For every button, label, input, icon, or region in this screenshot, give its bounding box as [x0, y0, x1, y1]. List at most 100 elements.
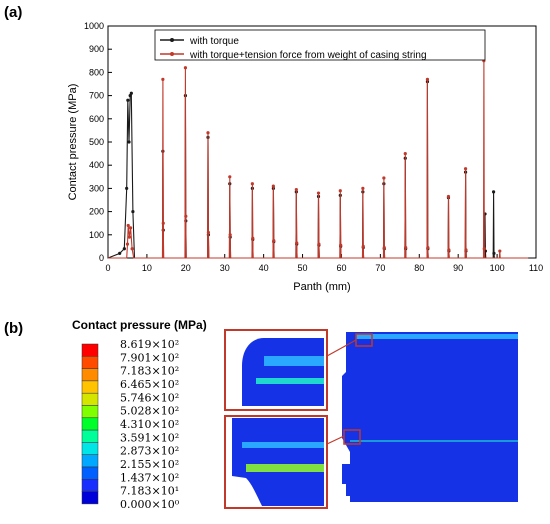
colorbar-swatch: [81, 368, 99, 382]
data-point: [131, 210, 135, 214]
x-tick-label: 90: [453, 263, 463, 273]
colorbar-level-label: 5.746×10²: [120, 391, 179, 404]
data-point: [492, 251, 496, 255]
colorbar-swatch: [81, 442, 99, 455]
data-point: [125, 242, 130, 246]
contact-pressure-chart: 0 10 20 30 40 50 60 70 80 90 100 110 0 100 200 300 400 50…: [67, 21, 543, 293]
data-point: [183, 66, 188, 70]
legend-swatch-marker: [170, 52, 174, 56]
colorbar-level-label: 2.155×10²: [120, 458, 179, 471]
chart-axes: 0 10 20 30 40 50 60 70 80 90 100 110 0 100 200 300 400 50…: [67, 21, 543, 293]
data-point: [127, 235, 131, 239]
colorbar-level-label: 4.310×10²: [120, 418, 179, 431]
data-point: [294, 187, 298, 192]
colorbar-level-label: 7.901×10²: [120, 351, 179, 364]
data-point: [295, 241, 299, 245]
data-point: [184, 214, 188, 218]
data-point: [361, 244, 365, 248]
data-point: [250, 182, 254, 186]
y-tick-label: 300: [89, 183, 104, 193]
data-point: [339, 243, 343, 247]
fea-callout-lower: [343, 429, 361, 445]
contour-colorbar: 8.619×10²7.901×10²7.183×10²6.465×10²5.74…: [81, 338, 180, 511]
fea-lower-inset-band: [246, 464, 324, 472]
data-point: [446, 194, 451, 199]
contour-legend-title: Contact pressure (MPa): [72, 318, 207, 332]
data-point: [317, 242, 321, 246]
fea-contour-plot: [224, 329, 518, 509]
colorbar-swatch: [81, 479, 99, 492]
x-tick-label: 40: [259, 263, 269, 273]
legend-box: [154, 29, 486, 61]
chart-legend: with torque with torque+tension force fro…: [154, 29, 486, 61]
data-point: [126, 223, 130, 228]
data-point: [382, 245, 386, 250]
data-point: [129, 91, 133, 95]
data-point: [118, 251, 122, 255]
data-point: [464, 248, 468, 252]
colorbar-level-label: 1.437×10²: [120, 471, 179, 484]
data-point: [130, 247, 134, 251]
y-tick-label: 0: [99, 253, 104, 263]
colorbar-level-label: 0.000×10⁰: [120, 498, 180, 511]
fea-upper-inset-band-2: [256, 378, 324, 384]
panel-b-label: (b): [4, 320, 24, 337]
data-point: [491, 190, 496, 194]
data-point: [122, 247, 126, 251]
y-tick-label: 1000: [84, 21, 104, 31]
colorbar-swatch: [81, 417, 99, 431]
data-point: [403, 152, 407, 156]
colorbar-level-label: 5.028×10²: [120, 405, 179, 418]
data-point: [161, 77, 165, 81]
data-point: [272, 239, 276, 243]
colorbar-swatch: [81, 392, 99, 406]
data-point: [228, 233, 232, 237]
data-point: [127, 140, 131, 144]
x-tick-label: 60: [336, 263, 346, 273]
colorbar-swatch: [81, 466, 99, 480]
x-tick-label: 110: [529, 263, 543, 273]
data-point: [161, 221, 165, 225]
y-tick-label: 900: [89, 44, 104, 54]
x-tick-label: 30: [220, 263, 230, 273]
colorbar-swatch: [81, 454, 99, 468]
colorbar-swatch: [81, 429, 99, 443]
x-tick-label: 70: [375, 263, 385, 273]
legend-swatch-marker: [170, 38, 174, 42]
data-point: [404, 245, 408, 250]
chart-series: [107, 59, 529, 259]
data-point: [482, 247, 486, 251]
x-tick-label: 10: [142, 263, 152, 273]
fea-upper-inset-band: [264, 356, 324, 366]
x-tick-label: 20: [181, 263, 191, 273]
legend-entry: with torque+tension force from weight of…: [189, 50, 427, 61]
y-tick-label: 200: [89, 207, 104, 217]
data-point: [425, 77, 430, 81]
colorbar-level-label: 6.465×10²: [120, 378, 179, 391]
fea-body: [340, 332, 518, 502]
colorbar-swatch: [81, 356, 99, 369]
colorbar-level-label: 3.591×10²: [120, 431, 179, 444]
data-point: [125, 186, 129, 190]
x-tick-label: 0: [105, 263, 110, 273]
y-axis-label: Contact pressure (MPa): [67, 84, 79, 201]
colorbar-swatch: [81, 405, 99, 419]
data-point: [251, 236, 255, 240]
colorbar-level-label: 7.183×10¹: [120, 485, 179, 498]
data-point: [316, 191, 321, 195]
y-tick-label: 500: [89, 137, 104, 147]
data-point: [206, 230, 210, 235]
data-point: [382, 176, 386, 180]
colorbar-level-label: 2.873×10²: [120, 445, 179, 458]
data-point: [447, 248, 451, 252]
fea-callout-leader-upper: [326, 339, 357, 357]
colorbar-level-label: 7.183×10²: [120, 365, 179, 378]
data-point: [228, 175, 232, 179]
data-point: [361, 186, 365, 190]
x-tick-label: 100: [490, 263, 505, 273]
colorbar-swatch: [81, 380, 99, 394]
fea-top-band: [356, 334, 518, 339]
x-tick-label: 50: [298, 263, 308, 273]
fea-lower-inset-band-2: [242, 442, 324, 448]
data-point: [206, 131, 210, 135]
